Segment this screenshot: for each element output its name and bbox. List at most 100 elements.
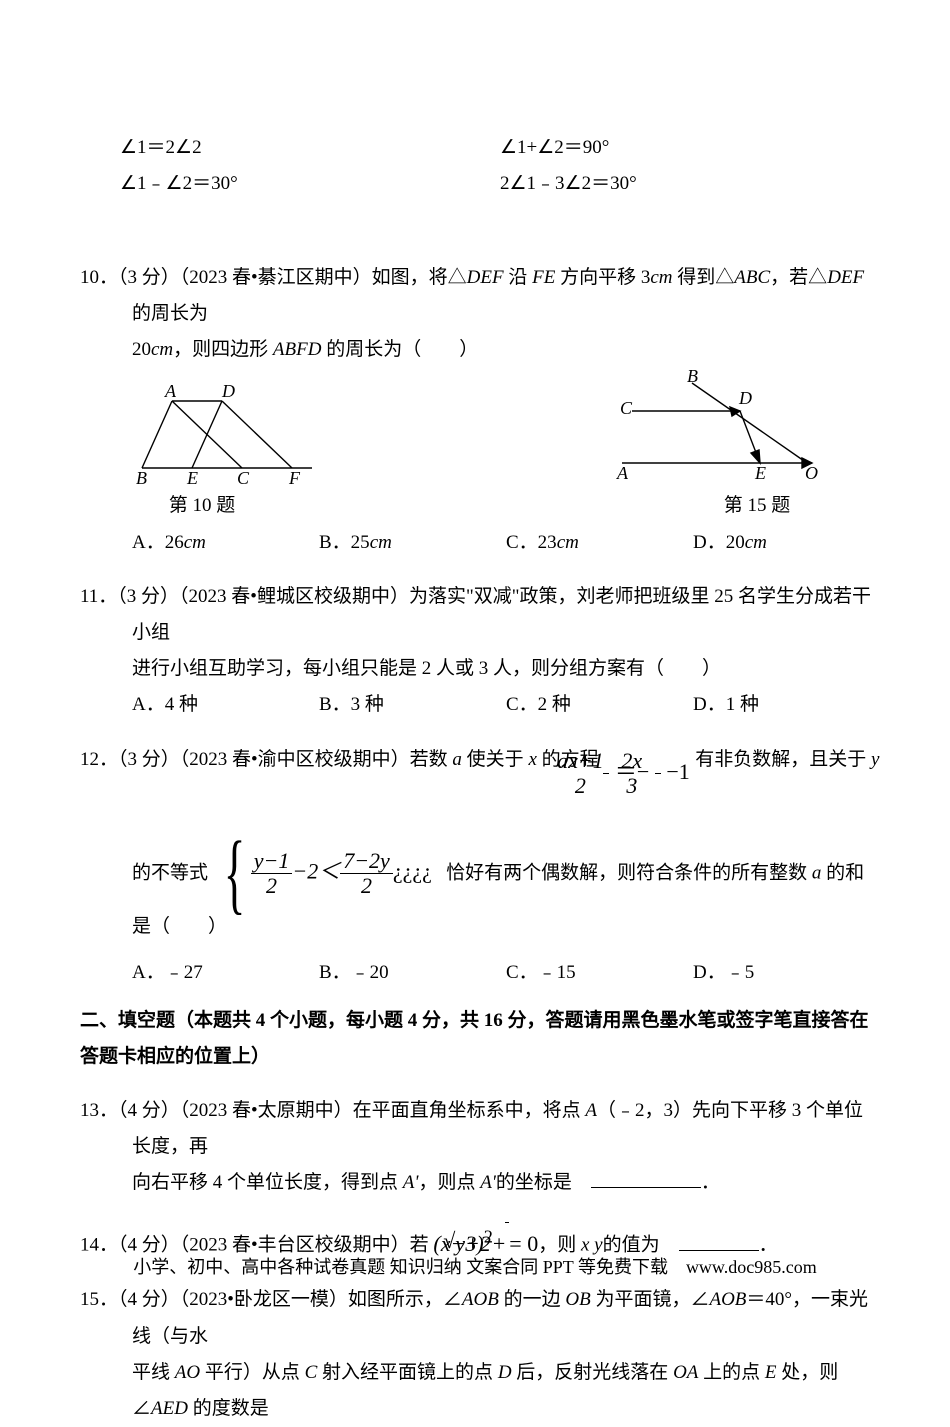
ao: AO	[175, 1362, 200, 1383]
t: C．23	[506, 532, 557, 553]
q10-20: 20	[132, 339, 151, 360]
answer-blank[interactable]	[591, 1168, 701, 1188]
q13-num: 13．	[80, 1100, 118, 1121]
q10-opt-c: C．23cm	[506, 525, 693, 561]
q12-x: x	[528, 749, 536, 770]
q10-options: A．26cm B．25cm C．23cm D．20cm	[80, 525, 880, 561]
fig-r-c: C	[620, 398, 633, 418]
t3: 射入经平面镜上的点	[317, 1362, 498, 1383]
q9-opt-d: 2∠1﹣3∠2＝30°	[500, 166, 880, 202]
q10-t6: 的周长为	[132, 303, 208, 324]
q12-oa: A．﹣27	[132, 955, 319, 991]
q11: 11．（3 分）（2023 春•鲤城区校级期中）为落实"双减"政策，刘老师把班级…	[80, 579, 880, 651]
q12-od: D．﹣5	[693, 955, 880, 991]
caption-10: 第 10 题	[152, 488, 252, 524]
q11-options: A．4 种 B．3 种 C．2 种 D．1 种	[80, 687, 880, 723]
fig-lbl-f: F	[288, 468, 301, 488]
fig-lbl-a: A	[164, 383, 177, 401]
fig-r-d: D	[738, 388, 752, 408]
q12-a2: a	[812, 862, 822, 883]
q11-c: C．2 种	[506, 687, 693, 723]
fig-r-a: A	[616, 463, 629, 483]
q10-figures: A D B E C F B C D A	[80, 368, 880, 488]
q10-t3: 方向平移 3	[555, 267, 650, 288]
q10-def: DEF	[467, 267, 504, 288]
q12-t1: （3 分）（2023 春•渝中区校级期中）若数	[118, 749, 452, 770]
q9-opt-a: ∠1＝2∠2	[120, 130, 500, 166]
d: D	[498, 1362, 512, 1383]
fig-r-e: E	[754, 463, 766, 483]
q13-line2: 向右平移 4 个单位长度，得到点 A'，则点 A'的坐标是 ．	[80, 1165, 880, 1201]
ap: A'	[403, 1172, 419, 1193]
q10-opt-d: D．20cm	[693, 525, 880, 561]
fig-lbl-e: E	[186, 468, 198, 488]
fig-r-o: O	[805, 463, 818, 483]
q12-num: 12．	[80, 749, 118, 770]
q12-oc: C．﹣15	[506, 955, 693, 991]
q9-opt-c: ∠1﹣∠2＝30°	[120, 166, 500, 202]
q10-t8: 的周长为（ ）	[321, 339, 478, 360]
q15-num: 15．	[80, 1289, 118, 1310]
d: 2	[340, 874, 393, 898]
d: 3	[655, 774, 661, 798]
q12-y: y	[871, 749, 879, 770]
q15-figure-right: B C D A E O	[612, 368, 832, 488]
page-footer: 小学、初中、高中各种试卷真题 知识归纳 文案合同 PPT 等免费下载 www.d…	[0, 1250, 950, 1284]
t3: 为平面镜，∠	[591, 1289, 710, 1310]
t2: 平行）从点	[200, 1362, 305, 1383]
e: E	[765, 1362, 777, 1383]
q10-num: 10．	[80, 267, 118, 288]
cm: cm	[557, 532, 579, 553]
q10-t1: （3 分）（2023 春•綦江区期中）如图，将△	[118, 267, 467, 288]
q12-tail: 有非负数解，且关于	[695, 749, 871, 770]
fig-lbl-b: B	[136, 468, 147, 488]
q10-abc: ABC	[734, 267, 770, 288]
aed: AED	[151, 1398, 188, 1419]
q12-equation: ax+12 ＝− 2x3 −1	[603, 759, 695, 784]
caption-15: 第 15 题	[692, 488, 822, 524]
cm: cm	[184, 532, 206, 553]
q10-t7: ，则四边形	[173, 339, 273, 360]
n: y−1	[251, 849, 293, 874]
q12-line2: 的不等式 { y−12−2＜7−2y2¿¿¿¿ 恰好有两个偶数解，则符合条件的所…	[80, 839, 880, 945]
t: 平线	[132, 1362, 175, 1383]
q12-post: 恰好有两个偶数解，则符合条件的所有整数	[446, 862, 812, 883]
q10-line2: 20cm，则四边形 ABFD 的周长为（ ）	[80, 332, 880, 368]
q10-cm2: cm	[151, 339, 173, 360]
cm: cm	[370, 532, 392, 553]
t1: （4 分）（2023•卧龙区一模）如图所示，∠	[118, 1289, 462, 1310]
fig-lbl-c: C	[237, 468, 250, 488]
q11-a: A．4 种	[132, 687, 319, 723]
n: ax+1	[603, 749, 609, 774]
oa: OA	[673, 1362, 698, 1383]
q10-t4: 得到△	[673, 267, 735, 288]
t: 向右平移 4 个单位长度，得到点	[132, 1172, 403, 1193]
brace-icon: {	[224, 839, 246, 909]
t2: 的一边	[499, 1289, 566, 1310]
t: B．25	[319, 532, 370, 553]
n: 7−2y	[340, 849, 393, 874]
answer-blank[interactable]	[679, 1231, 759, 1251]
q10: 10．（3 分）（2023 春•綦江区期中）如图，将△DEF 沿 FE 方向平移…	[80, 260, 880, 332]
c: C	[305, 1362, 318, 1383]
q12-pre: 的不等式	[132, 862, 208, 883]
aob: AOB	[462, 1289, 499, 1310]
q10-t5: ，若△	[770, 267, 827, 288]
q12-inequality: y−12−2＜7−2y2¿¿¿¿	[251, 849, 432, 898]
p: ．	[701, 1172, 720, 1193]
q11-d: D．1 种	[693, 687, 880, 723]
t5: 上的点	[698, 1362, 765, 1383]
q13-t1: （4 分）（2023 春•太原期中）在平面直角坐标系中，将点	[118, 1100, 585, 1121]
q10-def2: DEF	[827, 267, 864, 288]
q12-options: A．﹣27 B．﹣20 C．﹣15 D．﹣5	[80, 955, 880, 991]
n: 2x	[655, 749, 661, 774]
ob: OB	[565, 1289, 590, 1310]
q9-options: ∠1＝2∠2 ∠1+∠2＝90°	[120, 130, 880, 166]
q15-line2: 平线 AO 平行）从点 C 射入经平面镜上的点 D 后，反射光线落在 OA 上的…	[80, 1355, 880, 1427]
fig-lbl-d: D	[221, 383, 235, 401]
q9-options-2: ∠1﹣∠2＝30° 2∠1﹣3∠2＝30°	[120, 166, 880, 202]
d: 2	[251, 874, 293, 898]
q9-opt-b: ∠1+∠2＝90°	[500, 130, 880, 166]
fig-r-b: B	[687, 368, 698, 386]
t2: ，则点	[418, 1172, 480, 1193]
